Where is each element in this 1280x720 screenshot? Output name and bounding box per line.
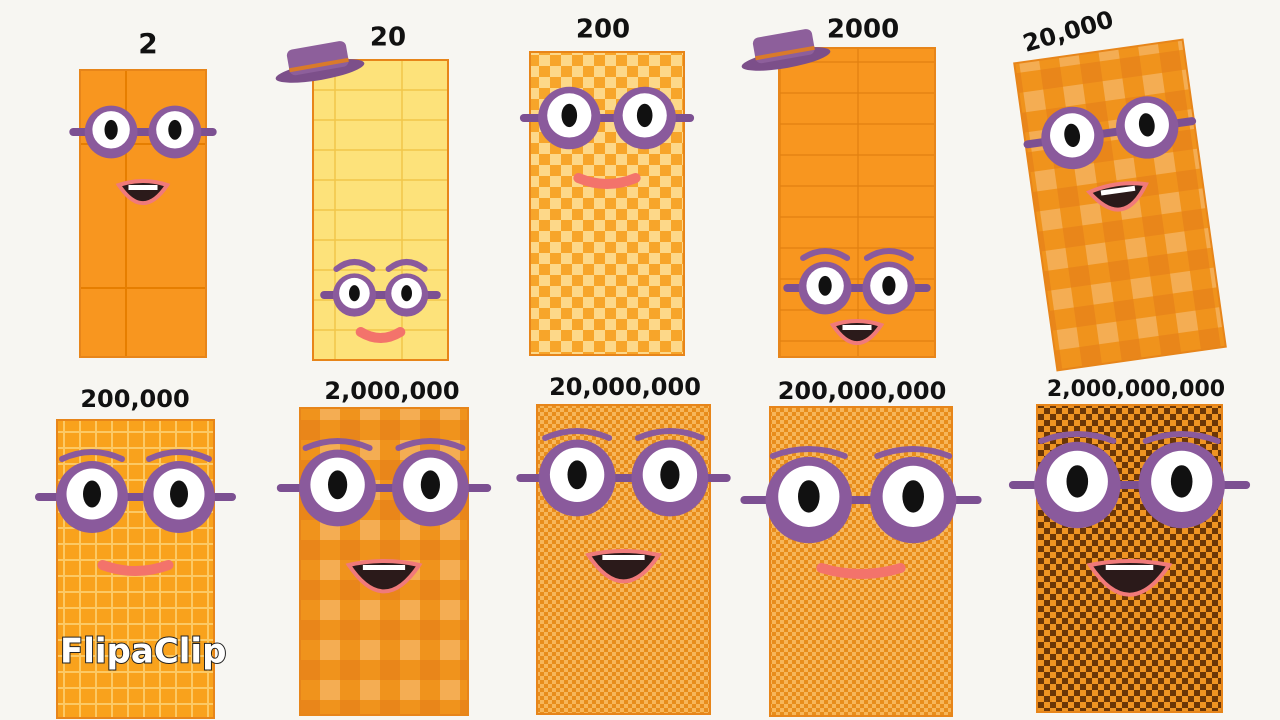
characters: 2 20 200 2000 20,000 200,000 2,000,000 20,000,0… bbox=[35, 5, 1251, 719]
number-label: 200 bbox=[576, 15, 630, 45]
pupil bbox=[567, 460, 587, 490]
pupil bbox=[83, 480, 101, 508]
numberblock: 20,000,000 bbox=[516, 373, 731, 715]
mouth bbox=[97, 560, 174, 576]
eyebrow bbox=[59, 449, 125, 462]
number-label: 20,000 bbox=[1020, 5, 1117, 57]
pupil bbox=[660, 460, 680, 490]
teeth bbox=[602, 555, 645, 560]
mouth bbox=[355, 327, 406, 343]
pupil bbox=[1064, 123, 1081, 148]
pupil bbox=[1138, 113, 1155, 137]
numberblock: 2,000,000,000 bbox=[1008, 377, 1251, 713]
pupil bbox=[349, 285, 360, 302]
pupil bbox=[1170, 465, 1193, 498]
numberblock: 200 bbox=[519, 15, 695, 356]
pupil bbox=[902, 480, 924, 513]
eyebrow bbox=[302, 438, 373, 451]
mouth bbox=[573, 173, 641, 189]
teeth bbox=[128, 185, 158, 190]
eyebrow bbox=[874, 446, 953, 459]
pupil bbox=[636, 103, 653, 128]
number-label: 2000 bbox=[827, 15, 899, 45]
numberblock: 200,000 bbox=[35, 385, 236, 719]
teeth bbox=[1105, 565, 1154, 570]
number-label: 2 bbox=[138, 27, 157, 60]
hat bbox=[275, 41, 365, 83]
number-label: 20,000,000 bbox=[549, 373, 701, 401]
number-label: 200,000,000 bbox=[778, 377, 947, 405]
eyebrow bbox=[385, 259, 428, 272]
pupil bbox=[170, 480, 188, 508]
eyebrow bbox=[800, 248, 851, 261]
watermark: FlipaClip bbox=[60, 632, 226, 672]
eyebrow bbox=[769, 446, 848, 459]
pupil bbox=[104, 119, 118, 140]
eyebrow bbox=[333, 259, 376, 272]
pupil bbox=[168, 119, 182, 140]
hat-band bbox=[755, 45, 815, 61]
block-body bbox=[769, 406, 953, 717]
hat bbox=[741, 29, 831, 71]
eyebrow bbox=[542, 428, 613, 441]
eyebrow bbox=[1142, 431, 1221, 444]
block-body bbox=[778, 47, 936, 358]
numberblock: 2 bbox=[69, 27, 217, 358]
eyebrow bbox=[634, 428, 705, 441]
number-label: 200,000 bbox=[80, 385, 189, 413]
mouth bbox=[816, 563, 906, 579]
pupil bbox=[1066, 465, 1089, 498]
numberblock: 20 bbox=[275, 23, 449, 361]
pupil bbox=[882, 275, 896, 296]
pupil bbox=[818, 275, 832, 296]
teeth bbox=[362, 565, 406, 570]
pupil bbox=[328, 470, 348, 500]
pupil bbox=[798, 480, 820, 513]
eyebrow bbox=[863, 248, 914, 261]
pupil bbox=[420, 470, 440, 500]
numberblock: 200,000,000 bbox=[740, 377, 982, 717]
number-label: 2,000,000 bbox=[324, 377, 459, 405]
numberblock: 20,000 bbox=[1013, 5, 1227, 372]
numberblock: 2000 bbox=[741, 15, 936, 358]
eyebrow bbox=[395, 438, 466, 451]
pupil bbox=[561, 103, 578, 128]
pupil bbox=[401, 285, 412, 302]
number-label: 2,000,000,000 bbox=[1047, 377, 1225, 402]
block-body bbox=[312, 59, 449, 361]
teeth bbox=[842, 325, 872, 330]
number-label: 20 bbox=[370, 23, 406, 53]
teeth bbox=[1100, 185, 1136, 196]
hat-band bbox=[289, 57, 349, 73]
eyebrow bbox=[1038, 431, 1117, 444]
eyebrow bbox=[146, 449, 212, 462]
numberblock: 2,000,000 bbox=[276, 377, 492, 716]
